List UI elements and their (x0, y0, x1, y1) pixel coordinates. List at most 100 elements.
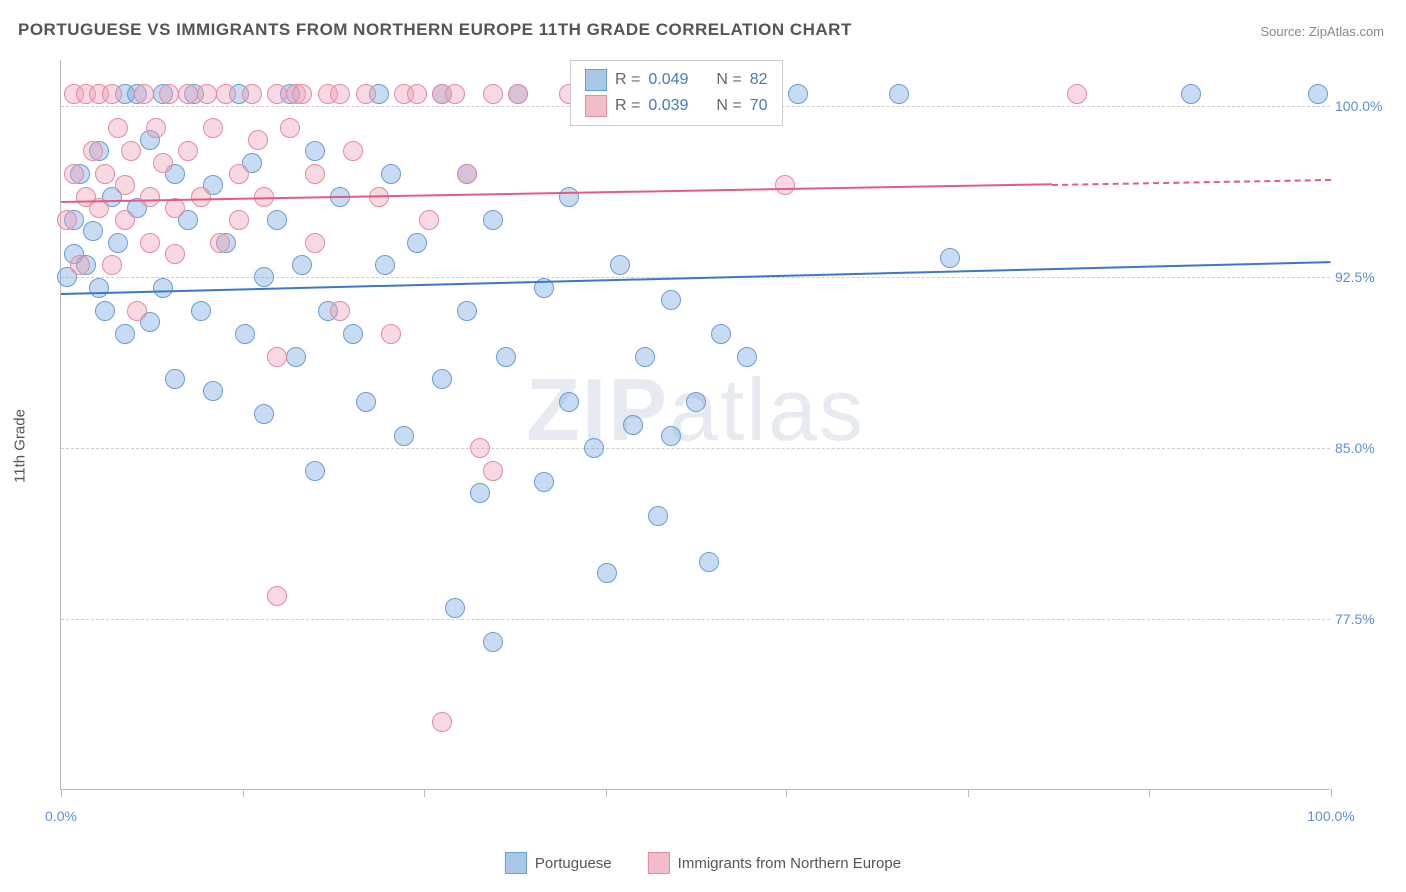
scatter-point (286, 347, 306, 367)
scatter-point (597, 563, 617, 583)
chart-source: Source: ZipAtlas.com (1260, 24, 1384, 39)
scatter-point (559, 392, 579, 412)
legend-n-value-1: 82 (750, 71, 768, 89)
scatter-point (305, 141, 325, 161)
x-tick (1331, 789, 1332, 797)
scatter-point (343, 141, 363, 161)
scatter-point (292, 255, 312, 275)
scatter-point (419, 210, 439, 230)
x-tick-label-right: 100.0% (1307, 808, 1354, 824)
trend-line-dashed (1052, 179, 1331, 186)
legend-label-portuguese: Portuguese (535, 855, 612, 872)
scatter-point (153, 153, 173, 173)
scatter-point (457, 301, 477, 321)
gridline (61, 619, 1330, 620)
scatter-point (178, 84, 198, 104)
scatter-point (457, 164, 477, 184)
legend-stats: R = 0.049 N = 82 R = 0.039 N = 70 (570, 60, 783, 126)
scatter-point (648, 506, 668, 526)
scatter-point (70, 255, 90, 275)
y-tick-label: 85.0% (1335, 440, 1395, 456)
scatter-point (559, 187, 579, 207)
scatter-point (508, 84, 528, 104)
scatter-point (197, 84, 217, 104)
scatter-point (267, 347, 287, 367)
scatter-point (330, 84, 350, 104)
scatter-point (775, 175, 795, 195)
scatter-point (153, 278, 173, 298)
scatter-point (305, 461, 325, 481)
scatter-point (699, 552, 719, 572)
scatter-point (445, 598, 465, 618)
scatter-point (242, 84, 262, 104)
legend-item-immigrants: Immigrants from Northern Europe (648, 852, 901, 874)
scatter-point (165, 198, 185, 218)
scatter-point (483, 632, 503, 652)
scatter-point (445, 84, 465, 104)
x-tick (424, 789, 425, 797)
scatter-point (661, 426, 681, 446)
x-tick (606, 789, 607, 797)
chart-title: PORTUGUESE VS IMMIGRANTS FROM NORTHERN E… (18, 20, 852, 40)
legend-label-immigrants: Immigrants from Northern Europe (678, 855, 901, 872)
legend-item-portuguese: Portuguese (505, 852, 612, 874)
scatter-point (534, 472, 554, 492)
scatter-point (483, 84, 503, 104)
scatter-point (635, 347, 655, 367)
legend-stats-row-1: R = 0.049 N = 82 (585, 67, 768, 93)
legend-swatch-blue (585, 69, 607, 91)
legend-r-label-2: R = (615, 97, 640, 115)
scatter-point (191, 301, 211, 321)
y-axis-label: 11th Grade (12, 409, 29, 483)
scatter-point (115, 175, 135, 195)
scatter-point (470, 438, 490, 458)
scatter-point (432, 369, 452, 389)
scatter-point (203, 381, 223, 401)
legend-n-value-2: 70 (750, 97, 768, 115)
scatter-point (108, 233, 128, 253)
legend-n-label-2: N = (716, 97, 741, 115)
scatter-point (210, 233, 230, 253)
scatter-point (64, 164, 84, 184)
y-tick-label: 92.5% (1335, 269, 1395, 285)
scatter-point (267, 84, 287, 104)
x-tick (61, 789, 62, 797)
scatter-point (127, 301, 147, 321)
x-tick (968, 789, 969, 797)
scatter-point (83, 221, 103, 241)
scatter-point (381, 324, 401, 344)
scatter-point (216, 84, 236, 104)
scatter-point (134, 84, 154, 104)
scatter-point (470, 483, 490, 503)
trend-line (61, 261, 1331, 295)
scatter-point (95, 301, 115, 321)
scatter-point (235, 324, 255, 344)
scatter-point (178, 141, 198, 161)
scatter-point (483, 210, 503, 230)
scatter-point (610, 255, 630, 275)
legend-r-label-1: R = (615, 71, 640, 89)
scatter-point (889, 84, 909, 104)
scatter-point (254, 404, 274, 424)
scatter-point (89, 278, 109, 298)
scatter-point (737, 347, 757, 367)
scatter-point (1067, 84, 1087, 104)
scatter-point (623, 415, 643, 435)
scatter-point (267, 586, 287, 606)
scatter-point (305, 233, 325, 253)
scatter-point (381, 164, 401, 184)
scatter-point (280, 118, 300, 138)
legend-stats-row-2: R = 0.039 N = 70 (585, 93, 768, 119)
scatter-point (292, 84, 312, 104)
scatter-point (140, 187, 160, 207)
scatter-point (115, 210, 135, 230)
x-tick-label-left: 0.0% (45, 808, 77, 824)
x-tick (786, 789, 787, 797)
scatter-point (248, 130, 268, 150)
scatter-point (229, 164, 249, 184)
scatter-point (343, 324, 363, 344)
legend-n-label-1: N = (716, 71, 741, 89)
scatter-point (788, 84, 808, 104)
scatter-point (356, 392, 376, 412)
scatter-point (108, 118, 128, 138)
